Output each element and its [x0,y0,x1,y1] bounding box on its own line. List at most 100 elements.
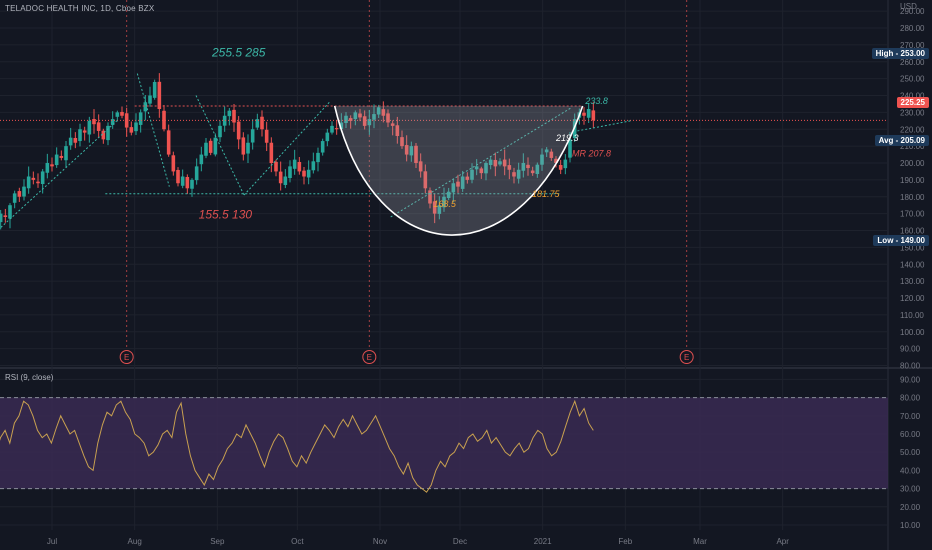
candle-body [395,125,400,136]
candle-body [558,165,563,170]
candle-body [101,130,106,140]
price-tick-label: 150.00 [900,243,925,252]
price-tick-label: 80.00 [900,362,921,371]
trend-line [136,73,170,187]
price-tick-label: 200.00 [900,159,925,168]
candle-body [362,116,367,126]
candle-body [330,125,334,133]
time-tick-label: Aug [128,537,142,546]
candle-body [526,164,530,169]
candle-body [586,109,591,118]
main-grid [0,0,888,530]
candle-body [134,122,138,132]
price-tick-label: 210.00 [900,142,925,151]
candle-body [367,119,372,126]
price-tick-label: 280.00 [900,24,925,33]
candle-body [96,122,101,131]
price-tick-label: 290.00 [900,7,925,16]
candle-body [208,140,213,153]
price-tick-label: 230.00 [900,108,925,117]
candle-body [358,113,362,118]
candle-body [437,205,442,214]
candle-body [17,191,22,197]
candle-body [194,166,199,181]
candle-body [45,163,50,173]
rsi-tick-label: 20.00 [900,503,921,512]
candle-body [278,171,283,184]
price-tick-label: 240.00 [900,92,925,101]
earnings-marker-icon [362,350,377,364]
candle-body [106,125,110,141]
candle-body [246,142,250,154]
annotation-label: 155.5 130 [199,208,253,222]
candle-body [241,137,246,155]
trend-line [577,120,631,132]
candle-body [568,139,572,158]
candle-body [390,123,395,126]
candle-body [64,146,68,161]
candle-body [162,110,166,130]
rsi-tick-label: 60.00 [900,430,921,439]
rsi-line [0,399,594,493]
candle-body [470,169,474,180]
price-tick-label: 270.00 [900,41,925,50]
candle-body [493,159,498,167]
candle-body [535,164,540,175]
candle-body [87,120,92,135]
candle-body [516,169,521,179]
candle-body [414,145,418,163]
price-tick-label: 170.00 [900,210,925,219]
price-tick-label: 180.00 [900,193,925,202]
price-tick-label: 130.00 [900,277,925,286]
candle-body [488,159,493,166]
time-tick-label: Dec [453,537,467,546]
time-tick-label: Mar [693,537,707,546]
time-tick-label: 2021 [534,537,552,546]
price-tick-label: 90.00 [900,345,921,354]
rsi-tick-label: 30.00 [900,485,921,494]
rsi-title: RSI (9, close) [5,373,54,382]
candle-body [218,125,222,138]
candle-body [36,181,40,184]
candle-body [297,161,302,172]
rsi-tick-label: 10.00 [900,521,921,530]
candle-body [549,151,554,158]
candle-body [26,176,31,189]
time-tick-label: Sep [210,537,225,546]
candle-body [381,109,386,116]
earnings-marker-label: E [124,353,129,362]
candle-body [157,81,162,109]
candle-body [428,190,432,204]
candle-body [199,154,204,165]
candle-body [12,193,17,203]
candle-body [386,113,390,123]
rsi-tick-label: 90.00 [900,375,921,384]
candle-body [325,132,330,142]
candle-body [8,205,12,219]
candle-body [432,201,437,214]
candle-body [152,82,157,98]
candle-body [372,114,376,120]
price-tick-label: 220.00 [900,125,925,134]
candle-body [185,176,190,189]
candle-body [73,138,78,143]
candle-body [507,165,512,170]
candle-body [120,111,124,116]
candle-body [460,176,465,189]
candle-body [166,130,171,155]
candle-body [344,115,348,123]
candle-body [451,183,456,193]
candle-body [540,154,544,165]
candle-body [554,158,558,163]
annotation-label: 168.5 [433,199,457,209]
annotation-label: 233.8 [584,96,608,106]
cup-fill [334,105,583,236]
candle-body [348,118,353,121]
candle-body [544,149,549,153]
candle-body [59,155,64,158]
candle-body [68,137,73,146]
candle-body [138,112,143,125]
rsi-tick-label: 70.00 [900,412,921,421]
candle-body [3,215,8,217]
